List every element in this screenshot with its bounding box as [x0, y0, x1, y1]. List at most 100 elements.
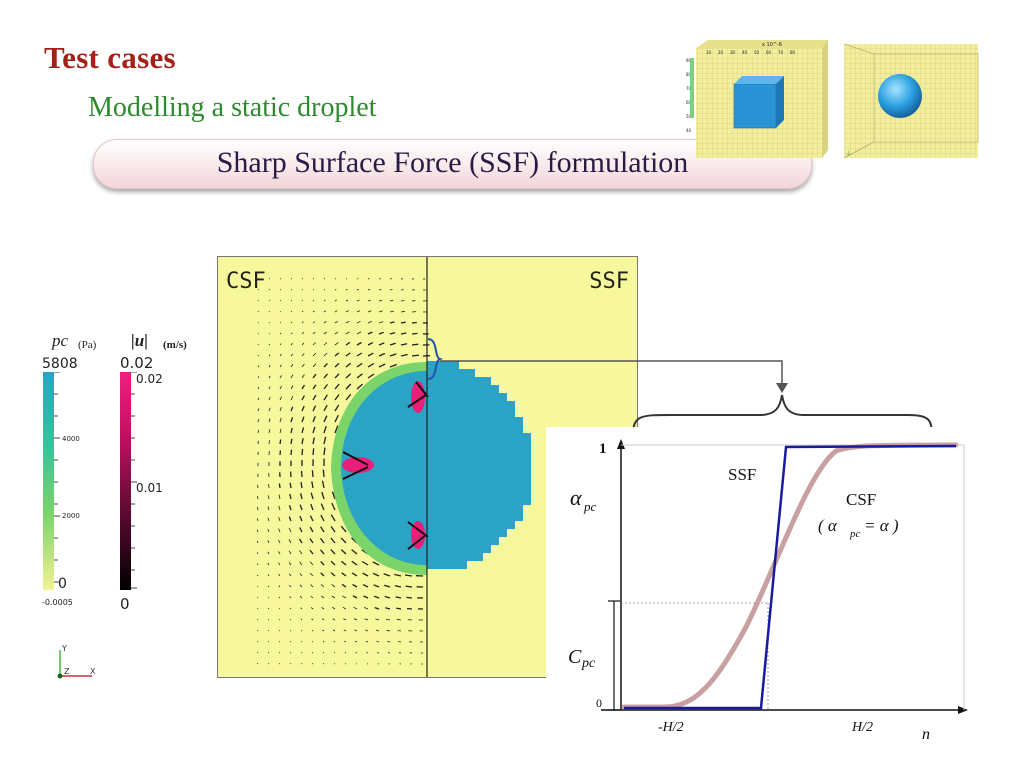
velocity-vector [345, 383, 352, 390]
velocity-vector [411, 343, 419, 346]
velocity-vector [387, 641, 391, 643]
velocity-vector [340, 537, 347, 544]
velocity-vector [374, 606, 380, 610]
axis-z-label: Z [64, 667, 70, 676]
velocity-vector [330, 514, 336, 522]
axis-x-label: X [90, 667, 96, 676]
velocity-vector [288, 527, 292, 533]
velocity-vector [373, 595, 380, 599]
velocity-vector [367, 288, 371, 291]
velocity-vector [356, 331, 362, 335]
velocity-vector [299, 550, 303, 555]
velocity-vector [354, 640, 358, 643]
velocity-vector [345, 393, 352, 401]
thumb-side-tick: 90 [686, 58, 692, 63]
velocity-vector [386, 618, 391, 621]
cube-droplet-thumbnail: x 10^-6 10 20 30 40 50 60 70 80 90 80 70… [686, 40, 828, 158]
velocity-vector [356, 310, 361, 313]
velocity-vector [378, 299, 383, 302]
velocity-vector [290, 342, 293, 346]
velocity-vector [267, 506, 270, 511]
velocity-vector [279, 322, 281, 324]
thumb-side-tick: 50 [686, 114, 692, 119]
x-axis-label: n [922, 726, 930, 743]
velocity-vector [312, 299, 315, 302]
velocity-vector [268, 619, 270, 621]
velocity-vector [289, 584, 292, 588]
velocity-vector [289, 493, 292, 500]
velocity-vector [322, 469, 325, 478]
velocity-vector [312, 437, 315, 445]
velocity-vector [323, 425, 327, 434]
velocity-vector [323, 384, 329, 390]
velocity-vector [365, 629, 369, 632]
velocity-vector [345, 288, 348, 291]
velocity-vector [389, 299, 394, 302]
velocity-vector [268, 608, 270, 610]
thumb-axis-label: x 10^-6 [762, 42, 782, 48]
velocity-vector [334, 394, 340, 401]
velocity-vector [290, 332, 293, 335]
axis-y-label: Y [61, 644, 67, 653]
velocity-vector [331, 502, 336, 511]
velocity-vector [361, 560, 369, 566]
cpc-label-sub: pc [581, 656, 596, 671]
velocity-vector [279, 608, 281, 610]
velocity-vector [323, 363, 328, 368]
velocity-vector [333, 640, 336, 643]
velocity-vector [257, 408, 260, 412]
velocity-vector [309, 538, 314, 544]
velocity-vector [356, 288, 359, 291]
velocity-vector [290, 278, 293, 280]
velocity-vector [375, 618, 380, 621]
velocity-vector [355, 652, 358, 654]
velocity-vector [345, 352, 351, 357]
velocity-vector [351, 572, 358, 577]
velocity-vector [334, 352, 340, 357]
velocity-vector [312, 321, 316, 324]
velocity-vector [356, 320, 361, 324]
pc-legend-tick-4000: 4000 [62, 435, 80, 443]
velocity-vector [300, 481, 303, 489]
pc-legend-title: pc [52, 331, 69, 350]
velocity-vector [268, 311, 270, 313]
velocity-vector [299, 527, 303, 533]
velocity-vector [279, 439, 282, 445]
velocity-vector [323, 310, 327, 313]
velocity-vector [343, 618, 347, 621]
velocity-vector [321, 480, 325, 489]
velocity-vector [323, 289, 326, 291]
velocity-vector [290, 364, 294, 368]
velocity-vector [279, 407, 282, 412]
velocity-vector [257, 419, 260, 423]
banner-text: Sharp Surface Force (SSF) formulation [216, 146, 689, 179]
velocity-vector [299, 561, 303, 566]
velocity-vector [352, 595, 358, 599]
velocity-vector [267, 562, 270, 566]
velocity-vector [268, 396, 271, 401]
slide-title: Test cases [44, 40, 176, 75]
velocity-vector [411, 321, 417, 324]
velocity-vector [279, 353, 282, 357]
velocity-vector [299, 584, 303, 588]
velocity-vector [310, 503, 314, 511]
velocity-vector [334, 342, 339, 346]
velocity-vector [268, 343, 271, 346]
velocity-vector [290, 385, 294, 390]
velocity-vector [367, 363, 375, 368]
velocity-vector [384, 595, 391, 599]
velocity-vector [367, 278, 370, 280]
velocity-vector [257, 300, 259, 302]
velocity-vector [309, 561, 314, 566]
velocity-vector [279, 332, 282, 335]
velocity-vector [268, 407, 271, 412]
u-legend-max-sub: 0.02 [136, 372, 163, 386]
velocity-vector [345, 373, 352, 379]
velocity-vector [389, 289, 393, 291]
u-legend-min: 0 [120, 595, 130, 613]
velocity-vector [330, 526, 336, 533]
velocity-vector [311, 652, 314, 654]
pc-legend-min: 0 [58, 576, 67, 592]
velocity-vector [330, 572, 336, 577]
velocity-vector [342, 595, 347, 599]
